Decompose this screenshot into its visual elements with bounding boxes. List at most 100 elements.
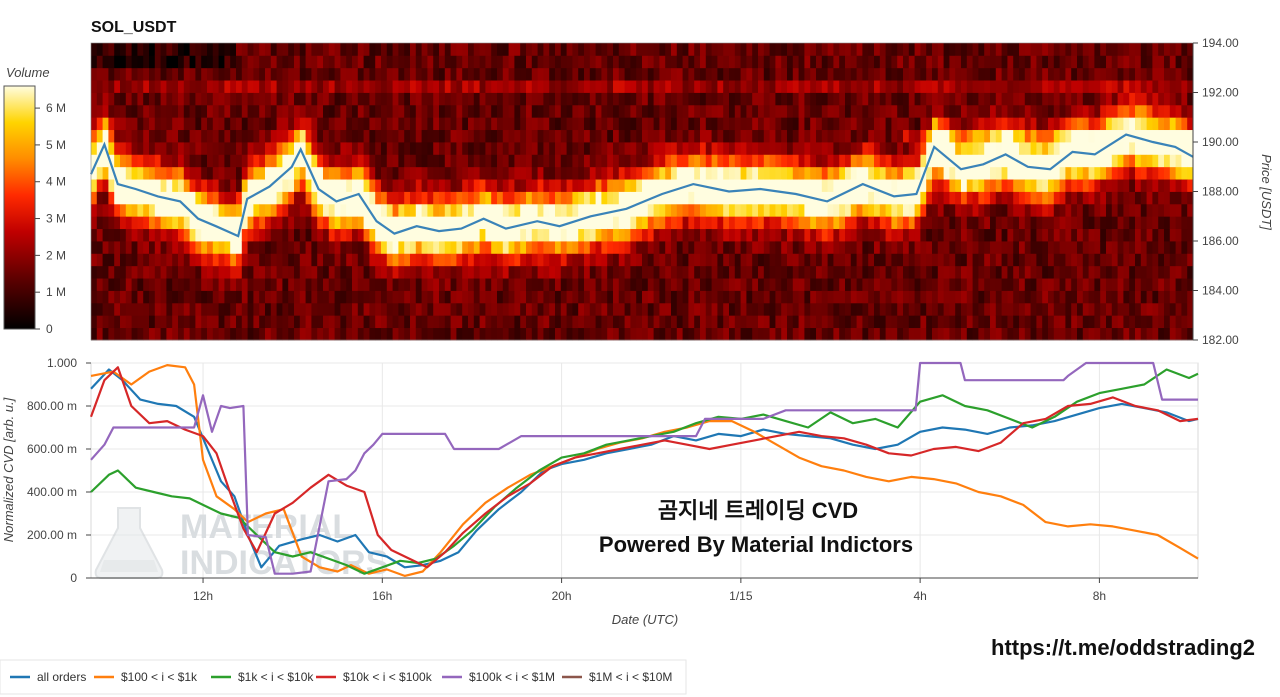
heatmap-cell [311,154,318,168]
legend-item[interactable]: $100 < i < $1k [94,670,198,684]
heatmap-cell [798,228,805,242]
heatmap-cell [1048,179,1055,192]
heatmap-cell [224,154,231,168]
heatmap-cell [386,117,393,131]
heatmap-cell [207,265,214,279]
heatmap-cell [897,129,904,143]
legend-item[interactable]: $100k < i < $1M [442,670,555,684]
heatmap-cell [647,55,654,69]
heatmap-cell [1187,55,1194,69]
heatmap-cell [433,129,440,143]
heatmap-cell [862,67,869,81]
heatmap-cell [990,241,997,254]
heatmap-cell [1019,278,1026,291]
heatmap-cell [914,104,921,118]
heatmap-cell [995,80,1002,93]
heatmap-cell [949,142,956,155]
heatmap-cell [560,191,567,205]
heatmap-cell [276,216,283,230]
heatmap-cell [937,104,944,118]
heatmap-cell [415,104,422,118]
heatmap-cell [415,228,422,242]
heatmap-cell [328,241,335,254]
heatmap-cell [520,166,527,180]
heatmap-cell [282,154,289,168]
heatmap-cell [578,265,585,279]
heatmap-cell [462,104,469,118]
heatmap-cell [398,80,405,93]
heatmap-cell [1077,191,1084,205]
heatmap-cell [1181,315,1188,329]
heatmap-cell [729,43,736,56]
heatmap-cell [763,315,770,329]
heatmap-cell [584,92,591,106]
heatmap-cell [323,43,330,56]
heatmap-cell [659,302,666,316]
heatmap-cell [763,179,770,192]
heatmap-cell [694,129,701,143]
legend-item[interactable]: $1M < i < $10M [562,670,672,684]
legend-item[interactable]: $1k < i < $10k [211,670,314,684]
heatmap-cell [502,154,509,168]
heatmap-cell [589,216,596,230]
heatmap-cell [717,302,724,316]
heatmap-cell [734,67,741,81]
heatmap-cell [114,129,121,143]
heatmap-cell [729,253,736,267]
legend-item[interactable]: $10k < i < $100k [316,670,433,684]
heatmap-cell [1181,43,1188,56]
heatmap-cell [671,55,678,69]
heatmap-cell [1082,92,1089,106]
heatmap-cell [247,43,254,56]
heatmap-cell [903,228,910,242]
heatmap-cell [137,302,144,316]
heatmap-cell [543,154,550,168]
heatmap-cell [1152,327,1159,341]
heatmap-cell [613,43,620,56]
heatmap-cell [775,290,782,304]
heatmap-cell [1071,92,1078,106]
heatmap-cell [120,302,127,316]
heatmap-cell [671,104,678,118]
legend-item[interactable]: all orders [10,670,86,684]
heatmap-cell [845,315,852,329]
heatmap-cell [891,278,898,291]
heatmap-cell [613,228,620,242]
heatmap-cell [514,129,521,143]
heatmap-cell [154,203,161,217]
heatmap-cell [816,216,823,230]
heatmap-cell [711,55,718,69]
heatmap-cell [549,67,556,81]
heatmap-cell [676,253,683,267]
heatmap-cell [276,117,283,131]
heatmap-cell [972,203,979,217]
heatmap-cell [241,154,248,168]
heatmap-cell [856,265,863,279]
heatmap-cell [653,129,660,143]
heatmap-cell [294,203,301,217]
heatmap-cell [102,278,109,291]
heatmap-cell [1059,92,1066,106]
heatmap-cell [630,55,637,69]
heatmap-cell [1036,129,1043,143]
heatmap-cell [1111,67,1118,81]
heatmap-cell [647,117,654,131]
heatmap-cell [676,55,683,69]
heatmap-cell [1158,142,1165,155]
heatmap-cell [990,216,997,230]
heatmap-cell [659,129,666,143]
heatmap-cell [659,290,666,304]
heatmap-cell [845,327,852,341]
heatmap-cell [311,80,318,93]
heatmap-cell [183,191,190,205]
heatmap-cell [589,55,596,69]
heatmap-cell [1042,104,1049,118]
heatmap-cell [688,278,695,291]
heatmap-cell [479,129,486,143]
heatmap-cell [195,179,202,192]
heatmap-cell [978,92,985,106]
heatmap-cell [1100,191,1107,205]
heatmap-cell [259,43,266,56]
telegram-link[interactable]: https://t.me/oddstrading2 [991,635,1255,660]
heatmap-cell [978,166,985,180]
